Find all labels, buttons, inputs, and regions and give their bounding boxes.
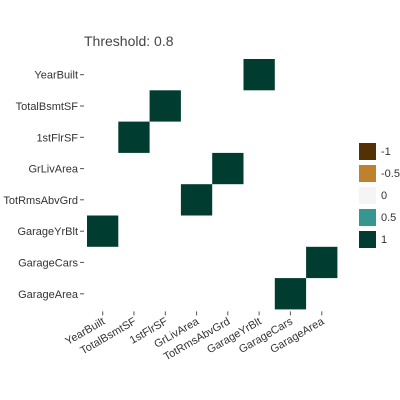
heatmap-cells (87, 59, 338, 310)
heatmap-cell (180, 184, 213, 216)
heatmap-cell (87, 215, 119, 247)
y-tick-label: GrLivArea (28, 164, 78, 176)
legend-swatch (359, 209, 376, 226)
y-axis: YearBuilt TotalBsmtSF 1stFlrSF GrLivArea Tot… (3, 70, 84, 301)
legend-label: 0 (381, 190, 387, 202)
y-tick-label: YearBuilt (34, 70, 78, 82)
legend-label: -1 (381, 146, 391, 158)
x-axis: YearBuiltTotalBsmtSF1stFlrSFGrLivAreaTot… (63, 311, 327, 363)
heatmap-cell (306, 246, 338, 279)
legend-label: -0.5 (381, 168, 400, 180)
heatmap-cell (212, 152, 244, 185)
y-tick-label: TotalBsmtSF (16, 101, 79, 113)
heatmap-cell (149, 90, 181, 122)
y-tick-label: GarageYrBlt (17, 226, 78, 238)
legend: -1 -0.5 0 0.5 1 (359, 143, 400, 248)
heatmap-cell (243, 59, 275, 91)
legend-swatch (359, 231, 376, 248)
heatmap-cell (118, 121, 150, 153)
legend-label: 1 (381, 234, 387, 246)
y-tick-label: TotRmsAbvGrd (3, 195, 78, 207)
heatmap-cell (274, 278, 307, 310)
y-tick-label: 1stFlrSF (36, 132, 78, 144)
legend-label: 0.5 (381, 212, 396, 224)
y-tick-label: GarageArea (18, 289, 79, 301)
legend-swatch (359, 187, 376, 204)
chart-title: Threshold: 0.8 (84, 33, 174, 49)
legend-swatch (359, 143, 376, 160)
legend-swatch (359, 165, 376, 182)
y-tick-label: GarageCars (18, 257, 78, 269)
